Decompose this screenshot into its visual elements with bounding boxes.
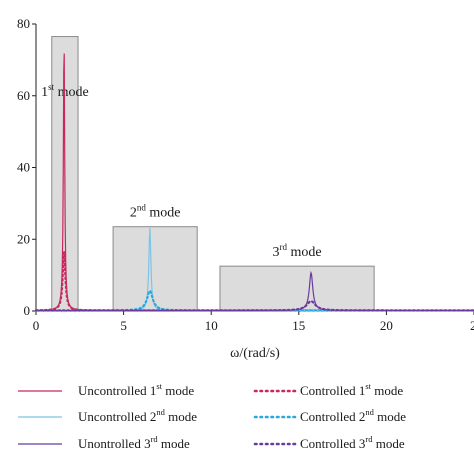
legend: Uncontrolled 1st mode Controlled 1st mode…: [18, 381, 406, 451]
mode-regions: 1st mode 2nd mode 3rd mode: [41, 36, 375, 312]
mode-region-label-2: 2nd mode: [130, 203, 181, 221]
legend-label-6: Controlled 3rd mode: [300, 434, 405, 451]
x-tick-label: 15: [292, 318, 305, 333]
y-tick-label: 0: [24, 303, 31, 318]
legend-label-5: Unontrolled 3rd mode: [78, 434, 190, 451]
mode-region-label-3: 3rd mode: [272, 242, 321, 260]
series-line-6: [34, 300, 474, 312]
x-axis-label: ω/(rad/s): [230, 346, 280, 361]
x-tick-label: 20: [380, 318, 393, 333]
x-tick-label: 10: [205, 318, 218, 333]
mode-region-2: [112, 226, 198, 312]
y-tick-label: 40: [17, 160, 30, 175]
legend-label-3: Uncontrolled 2nd mode: [78, 407, 197, 424]
legend-label-1: Uncontrolled 1st mode: [78, 381, 194, 398]
series-layer: [34, 53, 474, 312]
y-tick-label: 80: [17, 16, 30, 31]
mode-region-3: [219, 265, 375, 312]
legend-label-4: Controlled 2nd mode: [300, 407, 406, 424]
mode-region-label-1: 1st mode: [41, 82, 89, 100]
x-tick-label: 2: [470, 318, 474, 333]
x-tick-label: 0: [33, 318, 40, 333]
y-tick-label: 20: [17, 231, 30, 246]
legend-label-2: Controlled 1st mode: [300, 381, 403, 398]
y-tick-label: 60: [17, 88, 30, 103]
x-tick-label: 5: [120, 318, 127, 333]
